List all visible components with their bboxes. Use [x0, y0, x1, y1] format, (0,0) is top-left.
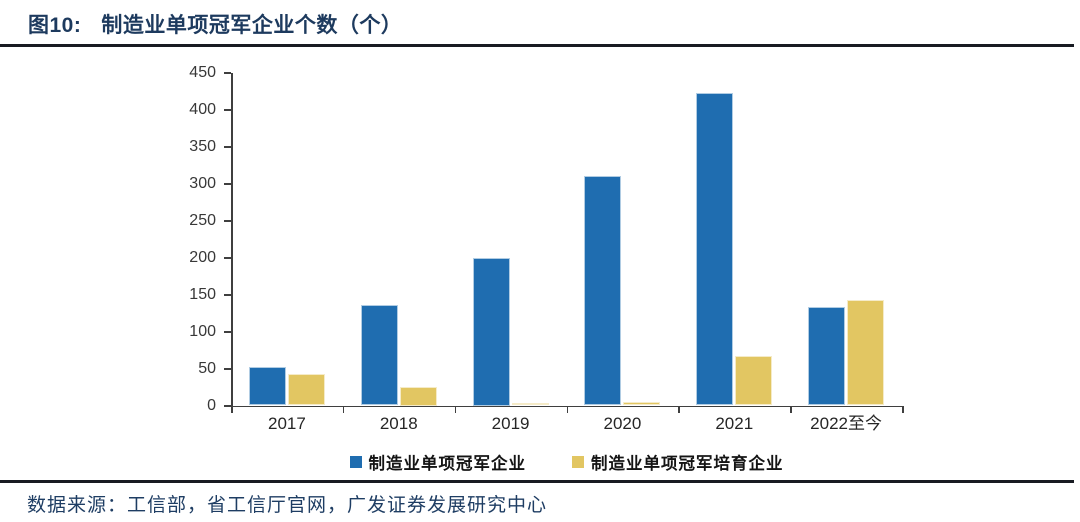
x-axis-tick [342, 407, 345, 413]
y-axis-tick [224, 183, 231, 185]
x-axis-line [231, 405, 904, 407]
y-axis-tick-label: 150 [189, 285, 216, 303]
x-axis-tick [231, 407, 233, 413]
y-axis-tick-label: 400 [189, 100, 216, 118]
y-axis-tick-label: 50 [198, 359, 216, 377]
y-axis-tick-label: 250 [189, 211, 216, 229]
bar-2022至今-series2 [847, 300, 885, 406]
bar-2019-series1 [472, 257, 510, 406]
x-axis-category-label: 2022至今 [810, 413, 882, 433]
footer-divider [0, 480, 1074, 483]
legend-swatch-icon [572, 456, 584, 468]
x-axis-tick [790, 407, 792, 413]
y-axis-tick [224, 368, 231, 370]
bar-2020-series1 [584, 176, 622, 406]
chart-legend: 制造业单项冠军企业 制造业单项冠军培育企业 [231, 450, 902, 474]
y-axis-tick [224, 405, 231, 407]
x-axis-tick [678, 407, 680, 413]
x-axis-tick [902, 407, 904, 413]
legend-swatch-icon [349, 456, 362, 468]
y-axis-tick-label: 0 [207, 396, 216, 414]
figure-number: 图10: [28, 14, 82, 37]
header-divider [0, 44, 1074, 47]
y-axis-tick [224, 72, 231, 74]
bar-2022至今-series1 [808, 307, 846, 406]
bar-2018-series2 [399, 387, 437, 406]
figure-header: 图10: 制造业单项冠军企业个数（个） [28, 7, 402, 41]
legend-label: 制造业单项冠军培育企业 [591, 455, 784, 473]
x-axis-category-label: 2018 [379, 413, 418, 433]
x-axis-category-label: 2021 [715, 413, 754, 433]
bar-2017-series1 [248, 367, 286, 406]
y-axis-tick-label: 350 [189, 137, 216, 155]
x-axis-tick [566, 407, 568, 413]
y-axis-line [231, 72, 233, 407]
y-axis-tick [224, 109, 231, 111]
y-axis-tick-label: 450 [189, 63, 216, 81]
y-axis-tick [224, 220, 231, 222]
figure-title: 制造业单项冠军企业个数（个） [101, 14, 403, 37]
y-axis-tick-label: 100 [189, 322, 216, 340]
bar-2018-series1 [360, 304, 398, 406]
legend-item-series2: 制造业单项冠军培育企业 [572, 450, 784, 474]
x-axis-category-label: 2019 [491, 413, 530, 433]
y-axis-tick-label: 200 [189, 248, 216, 266]
legend-item-series1: 制造业单项冠军企业 [349, 450, 527, 474]
bar-2017-series2 [287, 373, 325, 406]
y-axis-tick [224, 257, 231, 259]
y-axis-tick [224, 331, 231, 333]
bar-2021-series1 [696, 93, 734, 406]
legend-label: 制造业单项冠军企业 [368, 455, 526, 473]
source-note: 数据来源：工信部，省工信厅官网，广发证券发展研究中心 [27, 494, 548, 516]
x-axis-category-label: 2017 [267, 413, 306, 433]
y-axis-tick [224, 146, 231, 148]
x-axis-category-label: 2020 [603, 413, 642, 433]
bar-2021-series2 [735, 355, 773, 406]
bar-2019-series2 [511, 403, 549, 406]
y-axis-tick [224, 294, 231, 296]
x-axis-tick [454, 407, 457, 413]
bar-2020-series2 [623, 401, 661, 406]
y-axis-tick-label: 300 [189, 174, 216, 192]
